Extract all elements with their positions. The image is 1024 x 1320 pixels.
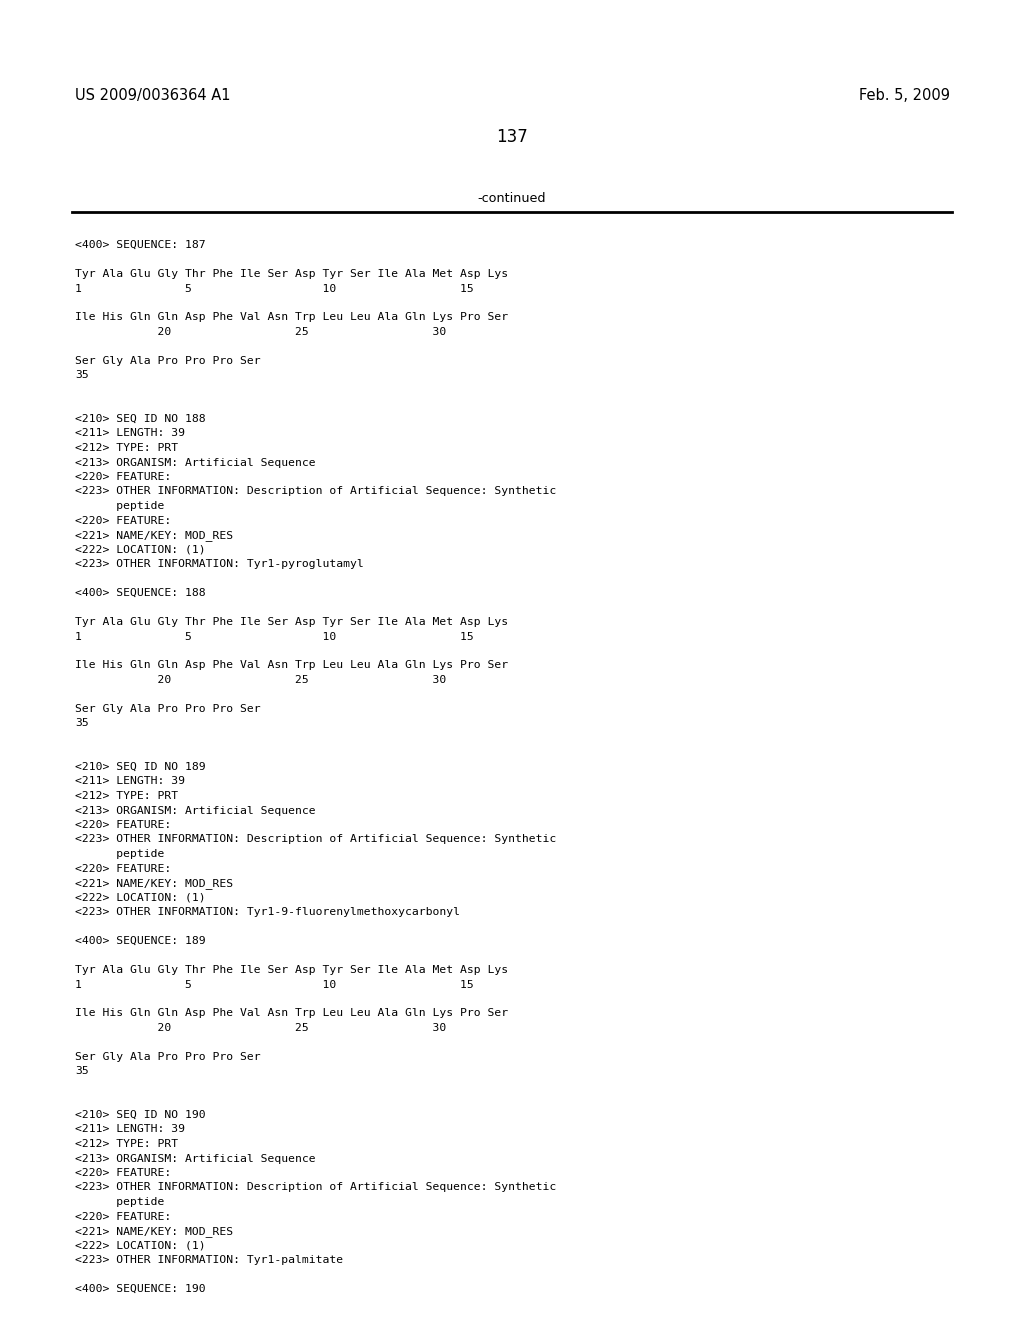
Text: <212> TYPE: PRT: <212> TYPE: PRT <box>75 791 178 801</box>
Text: <223> OTHER INFORMATION: Tyr1-9-fluorenylmethoxycarbonyl: <223> OTHER INFORMATION: Tyr1-9-fluoreny… <box>75 907 460 917</box>
Text: <223> OTHER INFORMATION: Description of Artificial Sequence: Synthetic: <223> OTHER INFORMATION: Description of … <box>75 487 556 496</box>
Text: Tyr Ala Glu Gly Thr Phe Ile Ser Asp Tyr Ser Ile Ala Met Asp Lys: Tyr Ala Glu Gly Thr Phe Ile Ser Asp Tyr … <box>75 965 508 975</box>
Text: <210> SEQ ID NO 189: <210> SEQ ID NO 189 <box>75 762 206 772</box>
Text: 20                  25                  30: 20 25 30 <box>75 1023 446 1034</box>
Text: <220> FEATURE:: <220> FEATURE: <box>75 1212 171 1221</box>
Text: 1               5                   10                  15: 1 5 10 15 <box>75 979 474 990</box>
Text: <210> SEQ ID NO 188: <210> SEQ ID NO 188 <box>75 414 206 424</box>
Text: Ile His Gln Gln Asp Phe Val Asn Trp Leu Leu Ala Gln Lys Pro Ser: Ile His Gln Gln Asp Phe Val Asn Trp Leu … <box>75 313 508 322</box>
Text: <211> LENGTH: 39: <211> LENGTH: 39 <box>75 1125 185 1134</box>
Text: 20                  25                  30: 20 25 30 <box>75 675 446 685</box>
Text: <220> FEATURE:: <220> FEATURE: <box>75 820 171 830</box>
Text: <213> ORGANISM: Artificial Sequence: <213> ORGANISM: Artificial Sequence <box>75 458 315 467</box>
Text: 1               5                   10                  15: 1 5 10 15 <box>75 631 474 642</box>
Text: <400> SEQUENCE: 188: <400> SEQUENCE: 188 <box>75 587 206 598</box>
Text: <222> LOCATION: (1): <222> LOCATION: (1) <box>75 892 206 903</box>
Text: <213> ORGANISM: Artificial Sequence: <213> ORGANISM: Artificial Sequence <box>75 805 315 816</box>
Text: Feb. 5, 2009: Feb. 5, 2009 <box>859 88 950 103</box>
Text: Ser Gly Ala Pro Pro Pro Ser: Ser Gly Ala Pro Pro Pro Ser <box>75 1052 261 1063</box>
Text: <223> OTHER INFORMATION: Tyr1-pyroglutamyl: <223> OTHER INFORMATION: Tyr1-pyroglutam… <box>75 558 364 569</box>
Text: 35: 35 <box>75 718 89 729</box>
Text: US 2009/0036364 A1: US 2009/0036364 A1 <box>75 88 230 103</box>
Text: peptide: peptide <box>75 849 165 859</box>
Text: <211> LENGTH: 39: <211> LENGTH: 39 <box>75 776 185 787</box>
Text: <212> TYPE: PRT: <212> TYPE: PRT <box>75 444 178 453</box>
Text: <221> NAME/KEY: MOD_RES: <221> NAME/KEY: MOD_RES <box>75 878 233 888</box>
Text: <400> SEQUENCE: 187: <400> SEQUENCE: 187 <box>75 240 206 249</box>
Text: <213> ORGANISM: Artificial Sequence: <213> ORGANISM: Artificial Sequence <box>75 1154 315 1163</box>
Text: <220> FEATURE:: <220> FEATURE: <box>75 1168 171 1177</box>
Text: <223> OTHER INFORMATION: Description of Artificial Sequence: Synthetic: <223> OTHER INFORMATION: Description of … <box>75 1183 556 1192</box>
Text: Tyr Ala Glu Gly Thr Phe Ile Ser Asp Tyr Ser Ile Ala Met Asp Lys: Tyr Ala Glu Gly Thr Phe Ile Ser Asp Tyr … <box>75 616 508 627</box>
Text: Ile His Gln Gln Asp Phe Val Asn Trp Leu Leu Ala Gln Lys Pro Ser: Ile His Gln Gln Asp Phe Val Asn Trp Leu … <box>75 1008 508 1019</box>
Text: <221> NAME/KEY: MOD_RES: <221> NAME/KEY: MOD_RES <box>75 1226 233 1237</box>
Text: <212> TYPE: PRT: <212> TYPE: PRT <box>75 1139 178 1148</box>
Text: 137: 137 <box>496 128 528 147</box>
Text: <221> NAME/KEY: MOD_RES: <221> NAME/KEY: MOD_RES <box>75 531 233 541</box>
Text: Tyr Ala Glu Gly Thr Phe Ile Ser Asp Tyr Ser Ile Ala Met Asp Lys: Tyr Ala Glu Gly Thr Phe Ile Ser Asp Tyr … <box>75 269 508 279</box>
Text: <222> LOCATION: (1): <222> LOCATION: (1) <box>75 544 206 554</box>
Text: <210> SEQ ID NO 190: <210> SEQ ID NO 190 <box>75 1110 206 1119</box>
Text: -continued: -continued <box>478 191 546 205</box>
Text: <223> OTHER INFORMATION: Description of Artificial Sequence: Synthetic: <223> OTHER INFORMATION: Description of … <box>75 834 556 845</box>
Text: <223> OTHER INFORMATION: Tyr1-palmitate: <223> OTHER INFORMATION: Tyr1-palmitate <box>75 1255 343 1265</box>
Text: 35: 35 <box>75 371 89 380</box>
Text: Ser Gly Ala Pro Pro Pro Ser: Ser Gly Ala Pro Pro Pro Ser <box>75 704 261 714</box>
Text: Ile His Gln Gln Asp Phe Val Asn Trp Leu Leu Ala Gln Lys Pro Ser: Ile His Gln Gln Asp Phe Val Asn Trp Leu … <box>75 660 508 671</box>
Text: 1               5                   10                  15: 1 5 10 15 <box>75 284 474 293</box>
Text: peptide: peptide <box>75 502 165 511</box>
Text: peptide: peptide <box>75 1197 165 1206</box>
Text: <211> LENGTH: 39: <211> LENGTH: 39 <box>75 429 185 438</box>
Text: 35: 35 <box>75 1067 89 1077</box>
Text: <400> SEQUENCE: 189: <400> SEQUENCE: 189 <box>75 936 206 946</box>
Text: <400> SEQUENCE: 190: <400> SEQUENCE: 190 <box>75 1284 206 1294</box>
Text: 20                  25                  30: 20 25 30 <box>75 327 446 337</box>
Text: Ser Gly Ala Pro Pro Pro Ser: Ser Gly Ala Pro Pro Pro Ser <box>75 356 261 366</box>
Text: <220> FEATURE:: <220> FEATURE: <box>75 473 171 482</box>
Text: <220> FEATURE:: <220> FEATURE: <box>75 863 171 874</box>
Text: <222> LOCATION: (1): <222> LOCATION: (1) <box>75 1241 206 1250</box>
Text: <220> FEATURE:: <220> FEATURE: <box>75 516 171 525</box>
